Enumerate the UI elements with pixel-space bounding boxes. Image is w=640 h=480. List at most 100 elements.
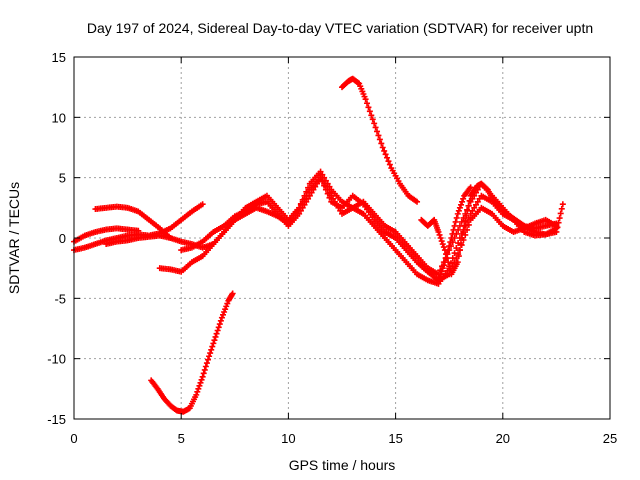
data-point [313,180,320,187]
data-point [202,363,209,370]
data-point [199,373,206,380]
data-point [374,128,381,135]
data-point [317,174,324,181]
data-point [558,205,565,212]
data-point [224,300,231,307]
data-point [384,154,391,161]
data-point [322,177,329,184]
data-point [465,221,472,228]
data-point [436,231,443,238]
data-point [455,240,462,247]
x-tick-label: 0 [70,431,77,446]
data-point [437,271,444,278]
y-tick-label: 10 [52,110,66,125]
data-point [460,228,467,235]
data-point [474,198,481,205]
data-point [444,251,451,258]
data-point [299,204,306,211]
data-point [297,200,304,207]
data-point [553,228,560,235]
data-point [454,259,461,266]
data-point [440,244,447,251]
data-point [207,350,214,357]
data-point [445,247,452,254]
data-point [386,161,393,168]
data-points [71,75,566,415]
data-point [469,207,476,214]
x-tick-label: 5 [178,431,185,446]
data-point [457,201,464,208]
data-point [483,185,490,192]
data-point [368,112,375,119]
data-point [199,201,206,208]
data-point [375,132,382,139]
data-point [437,235,444,241]
data-point [193,391,200,398]
data-point [448,235,455,241]
data-point [453,245,460,252]
data-point [456,247,463,254]
data-point [216,321,223,328]
data-point [195,385,202,392]
data-point [451,222,458,229]
x-tick-label: 15 [388,431,402,446]
data-point [378,140,385,147]
data-point [371,120,378,127]
data-point [215,324,222,331]
data-point [449,230,456,237]
data-point [197,379,204,386]
data-point [467,198,474,205]
data-point [439,265,446,272]
chart-title: Day 197 of 2024, Sidereal Day-to-day VTE… [87,20,593,36]
data-point [223,303,230,310]
data-point [194,388,201,395]
data-point [381,147,388,154]
data-point [556,215,563,222]
data-point [366,108,373,115]
data-point [459,198,466,205]
data-point [414,198,421,205]
data-point [319,171,326,178]
x-axis-title: GPS time / hours [289,457,396,473]
series-track-7 [339,75,421,205]
data-point [450,226,457,233]
y-tick-label: -15 [47,412,66,427]
data-point [385,158,392,165]
data-point [203,360,210,367]
series-track-9 [418,180,566,278]
x-tick-label: 10 [281,431,295,446]
data-point [557,210,564,217]
x-tick-label: 20 [496,431,510,446]
data-point [464,207,471,214]
data-point [196,382,203,389]
data-point [364,100,371,107]
data-point [301,192,308,199]
data-point [220,311,227,318]
data-point [467,210,474,217]
data-point [326,194,333,201]
data-point [438,268,445,275]
data-point [476,195,483,202]
data-point [355,79,362,86]
data-point [218,314,225,321]
data-point [135,227,142,234]
x-tick-label: 25 [603,431,617,446]
data-point [209,343,216,350]
data-point [376,136,383,143]
data-point [326,183,333,190]
data-point [453,214,460,221]
data-point [460,195,467,202]
data-point [297,207,304,214]
data-point [198,376,205,383]
data-point [324,180,331,187]
data-point [463,212,470,219]
y-tick-label: 0 [59,231,66,246]
y-axis-title: SDTVAR / TECUs [6,182,22,294]
data-point [222,306,229,313]
data-point [201,366,208,373]
data-point [466,197,473,204]
data-point [322,186,329,193]
data-point [451,250,458,257]
data-point [205,356,211,363]
series-track-1 [71,201,206,254]
